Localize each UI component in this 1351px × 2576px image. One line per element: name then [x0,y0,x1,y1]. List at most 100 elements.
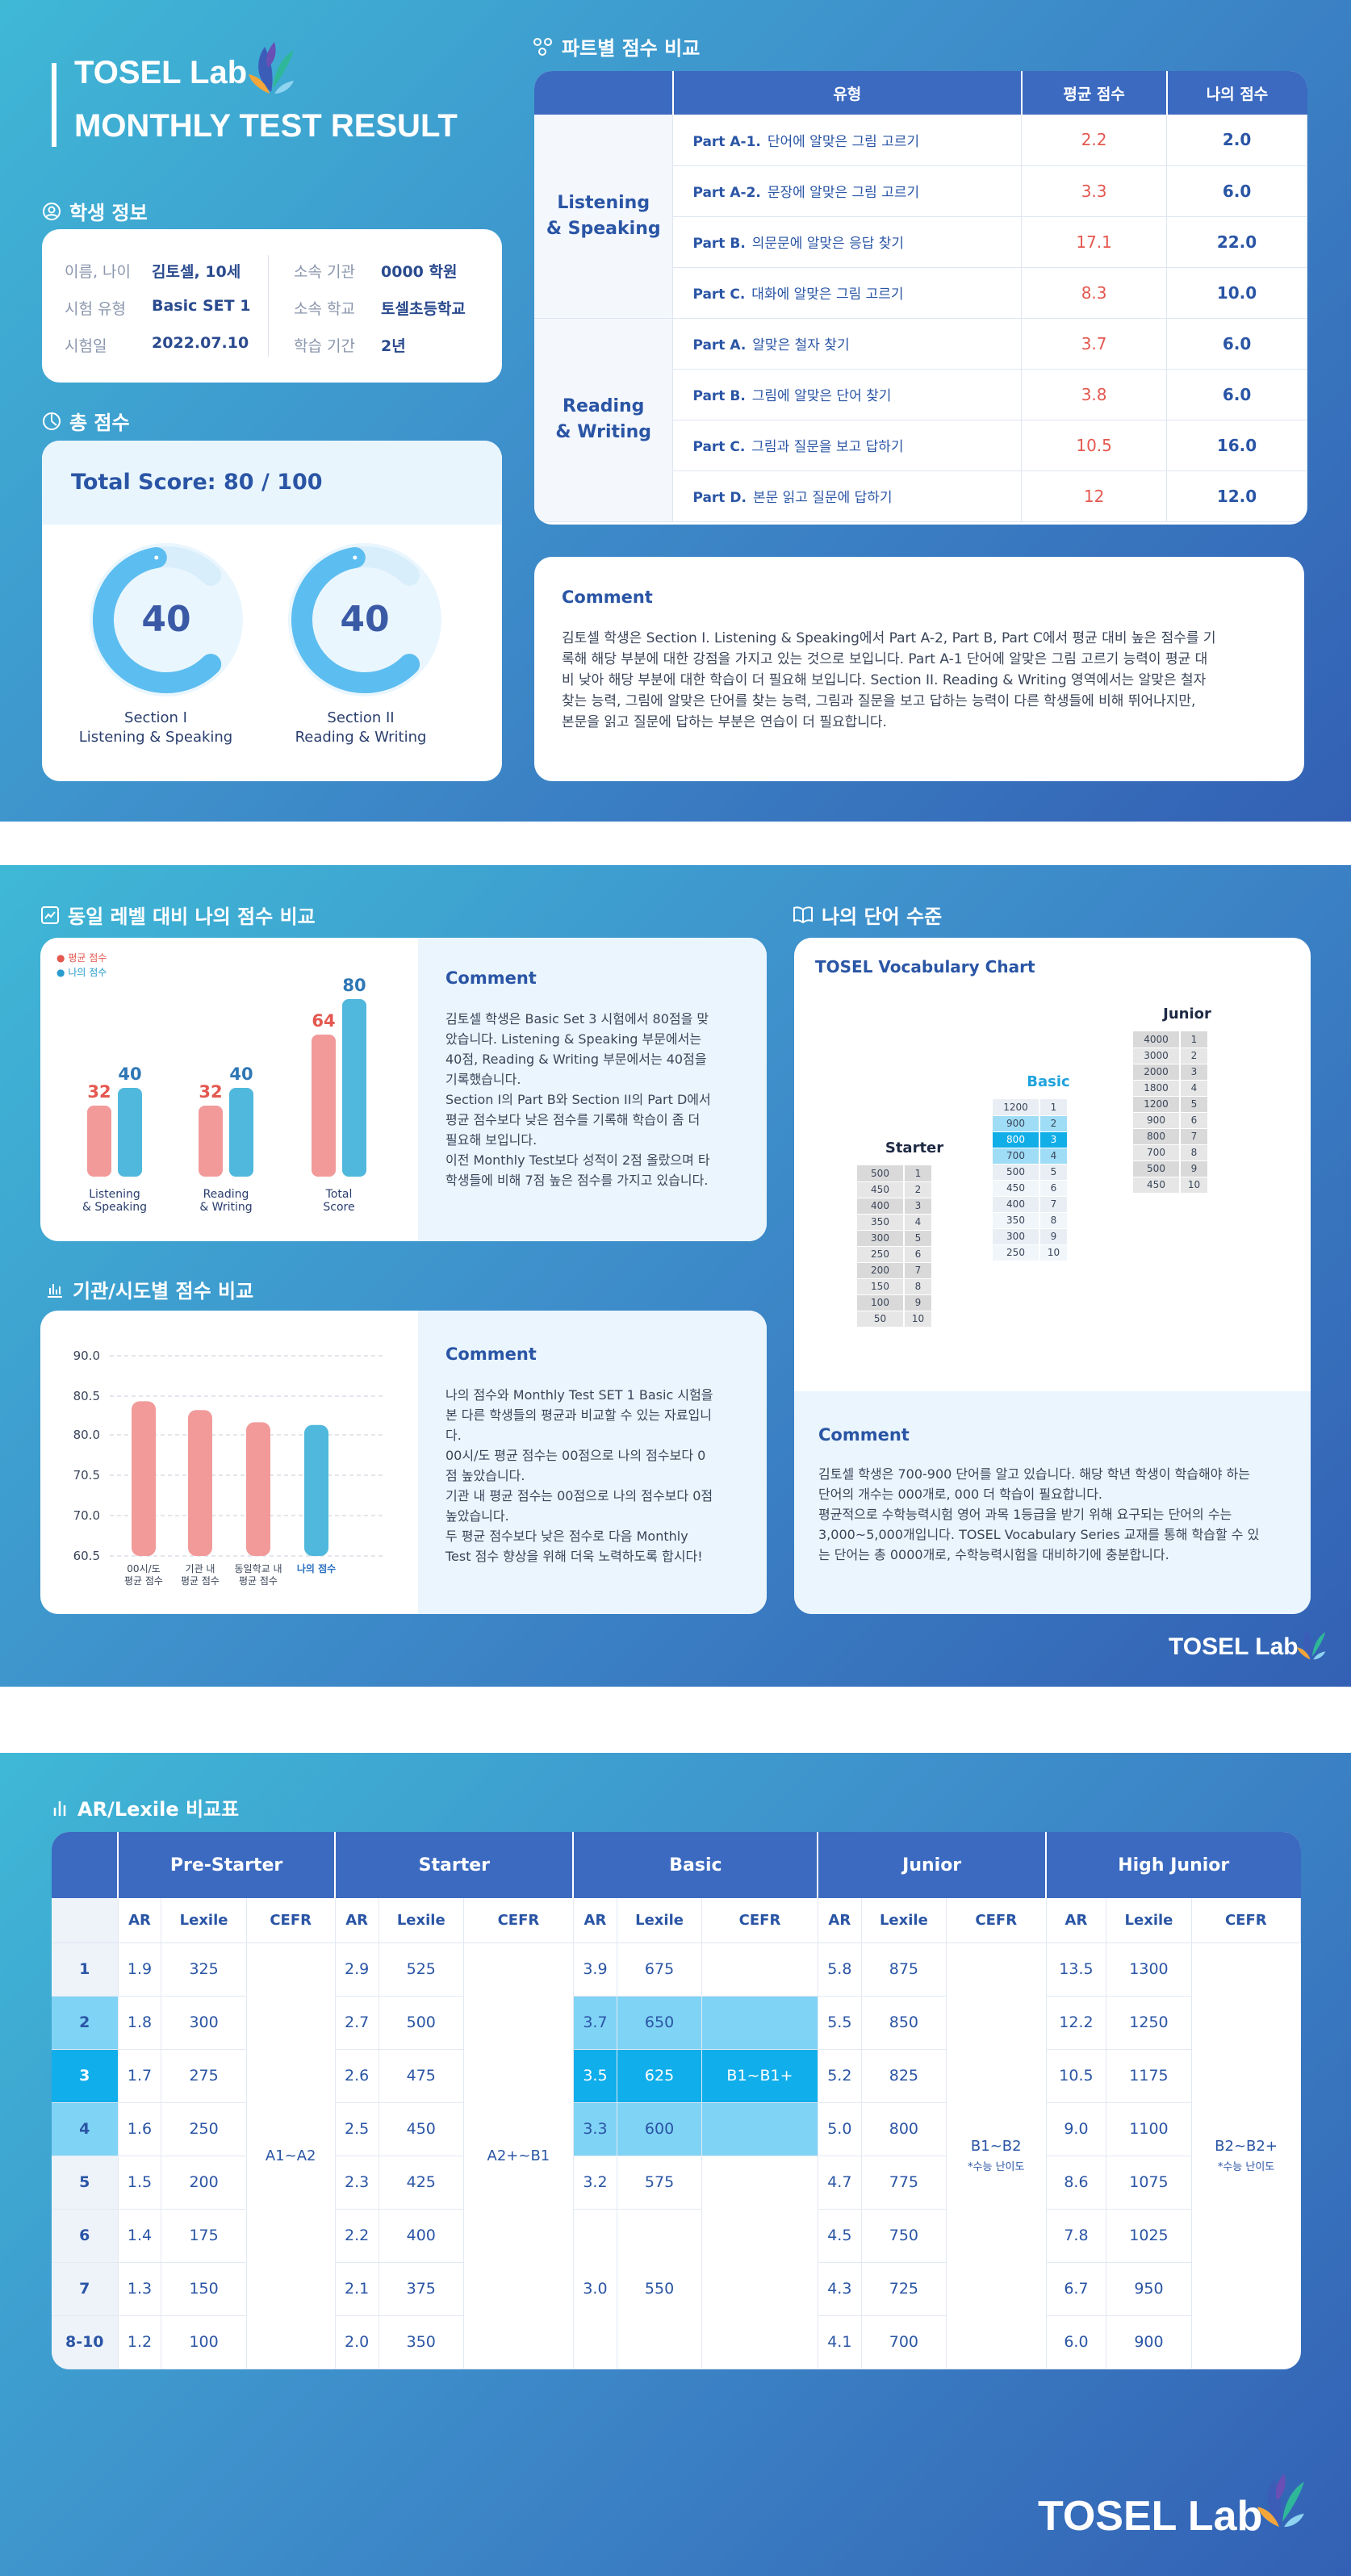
part-name: Part B. 의문문에 알맞은 응답 찾기 [672,216,1023,268]
comment-body: 나의 점수와 Monthly Test SET 1 Basic 시험을 본 다른… [445,1385,760,1566]
lexile-value: 900 [1106,2315,1192,2369]
vocab-cell: 3000 [1133,1048,1180,1064]
legend-dot-mine: ● [56,967,65,978]
table-row: Part C. 그림과 질문을 보고 답하기 10.5 16.0 [534,420,1307,471]
comment-body: 김토셀 학생은 700-900 단어를 알고 있습니다. 해당 학년 학생이 학… [818,1464,1299,1565]
footer-logo-text: TOSEL Lab [1038,2493,1263,2540]
ar-value: 4.7 [818,2156,862,2210]
ar-heading: AR/Lexile 비교표 [52,1793,239,1821]
ar-value: 3.7 [573,1996,617,2050]
part-desc: 그림에 알맞은 단어 찾기 [751,388,892,404]
vocab-row: 2000 3 [1133,1064,1207,1081]
region-compare-card: 90.0 80.5 80.0 70.5 70.0 60.5 00시/도 평균 점수 기관 내 평균… [40,1311,767,1614]
vocab-cell: 9 [1039,1228,1067,1245]
header-blank [534,71,674,115]
ar-value: 3.0 [573,2209,617,2369]
comment-line: 찾는 능력, 그림에 알맞은 단어를 찾는 능력, 그림과 질문을 보고 답하는… [562,693,1196,709]
vocab-level-label: Junior [1163,1006,1211,1022]
part-desc: 본문 읽고 질문에 답하기 [752,490,893,506]
table-row: 3 1.7 275 2.6 475 3.5 625 B1~B1+ 5.2 825 10.… [52,2049,1301,2103]
bar-chart-icon [53,1800,66,1816]
lexile-value: 850 [861,1996,947,2050]
sub-ar: AR [573,1898,617,1943]
comment-line: 두 평균 점수보다 낮은 점수로 다음 Monthly [445,1528,688,1544]
cefr-value: B1~B2 *수능 난이도 [946,1942,1047,2369]
part-desc: 알맞은 철자 찾기 [752,337,850,353]
vocab-row: 500 9 [1133,1160,1207,1177]
avg-score: 17.1 [1021,216,1168,268]
comment-line: 나의 점수와 Monthly Test SET 1 Basic 시험을 [445,1387,713,1403]
lexile-value: 350 [379,2315,464,2369]
vocab-row: 350 8 [993,1212,1067,1229]
comment-line: 록해 해당 부분에 대한 강점을 가지고 있는 것으로 보입니다. Part A… [562,651,1208,667]
lexile-value: 200 [161,2156,247,2210]
person-icon [43,202,61,220]
vocab-cell: 300 [993,1228,1039,1245]
student-info-heading: 학생 정보 [42,197,148,225]
ar-value: 1.4 [118,2209,162,2263]
level-compare-card: 32 40 Listening & Speaking 32 40 Reading & Writ… [40,938,767,1241]
table-row: 8-10 1.2 100 2.0 350 4.1 700 6.0 900 [52,2315,1301,2369]
ar-value: 4.1 [818,2315,862,2369]
vocab-row: 150 8 [857,1278,931,1295]
my-score: 6.0 [1166,369,1307,420]
vocab-cell: 450 [857,1181,904,1198]
lexile-value: 625 [617,2049,703,2103]
cefr-empty [701,2102,818,2156]
clock-chart-icon [43,412,61,430]
gauge-dot [353,555,358,560]
book-icon [793,905,813,923]
gauge-caption-1: Section I Listening & Speaking [71,709,241,747]
lexile-value: 875 [861,1942,947,1997]
ar-value: 3.2 [573,2156,617,2210]
ar-value: 9.0 [1046,2102,1107,2156]
comment-title: Comment [445,968,537,988]
my-score: 12.0 [1166,470,1307,522]
row-number: 7 [52,2262,119,2316]
vocab-cell: 100 [857,1294,904,1311]
vocab-cell: 4000 [1133,1031,1180,1048]
lexile-value: 950 [1106,2262,1192,2316]
vocab-cell: 1200 [1133,1096,1180,1113]
ar-value: 1.9 [118,1942,162,1997]
lexile-value: 150 [161,2262,247,2316]
vocab-cell: 1200 [993,1099,1039,1116]
vocab-cell: 10 [903,1311,931,1328]
lexile-value: 400 [379,2209,464,2263]
my-score: 6.0 [1166,318,1307,370]
comment-line: 김토셀 학생은 700-900 단어를 알고 있습니다. 해당 학년 학생이 학… [818,1466,1250,1482]
comment-card-1: Comment 김토셀 학생은 Section I. Listening & S… [534,557,1304,781]
vocab-cell: 250 [993,1244,1039,1261]
header-level: Basic [573,1832,819,1898]
vocab-cell: 500 [857,1165,904,1182]
cefr-value: A1~A2 [246,1942,336,2369]
lexile-value: 100 [161,2315,247,2369]
data-label: 32 [199,1082,222,1102]
vocab-cell: 7 [1039,1196,1067,1213]
tick-label: 80.5 [73,1389,100,1403]
cefr-label: B2~B2+ [1215,2138,1278,2155]
sub-cefr: CEFR [463,1898,574,1943]
part-name: Part B. 그림에 알맞은 단어 찾기 [672,369,1023,420]
avg-score: 3.3 [1021,165,1168,217]
tick-label: 70.0 [73,1508,100,1523]
sub-lexile: Lexile [861,1898,947,1943]
data-label: 80 [342,976,366,995]
sub-blank [52,1898,119,1943]
vocab-cell: 400 [993,1196,1039,1213]
vocab-card: TOSEL Vocabulary Chart Starter 500 1 450 2 4… [794,938,1311,1614]
my-score: 2.0 [1166,115,1307,166]
part-code: Part C. [692,286,746,303]
comment-line: 평균 점수보다 낮은 점수를 기록해 학습이 좀 더 [445,1112,701,1127]
score-gauges: 40 40 [90,543,441,696]
sub-ar: AR [118,1898,162,1943]
data-label: 40 [229,1064,253,1084]
vocab-cell: 3 [1179,1064,1207,1081]
data-label: 40 [118,1064,141,1084]
vocab-cell: 6 [1179,1112,1207,1129]
header-blank [52,1832,119,1898]
ar-value: 6.0 [1046,2315,1107,2369]
header-type: 유형 [672,71,1023,115]
lexile-value: 375 [379,2262,464,2316]
comment-body: 김토셀 학생은 Section I. Listening & Speaking에… [562,628,1288,733]
